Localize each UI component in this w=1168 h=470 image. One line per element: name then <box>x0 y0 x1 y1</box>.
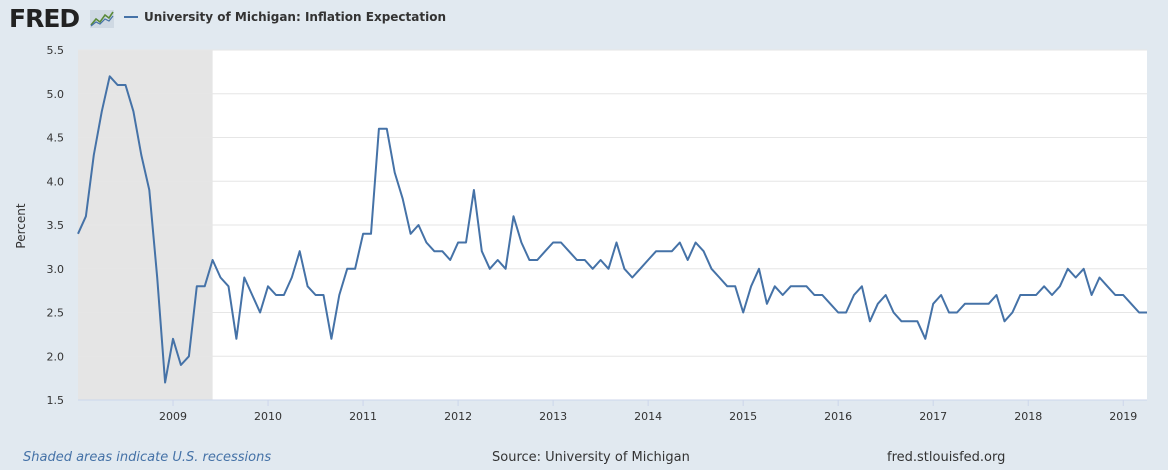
x-tick-label: 2011 <box>349 410 377 423</box>
x-tick-label: 2013 <box>539 410 567 423</box>
series-title: University of Michigan: Inflation Expect… <box>144 10 447 24</box>
fred-chart-icon <box>90 10 114 32</box>
series-line[interactable] <box>77 75 1147 384</box>
y-tick-label: 1.5 <box>47 394 65 407</box>
x-tick-label: 2019 <box>1109 410 1137 423</box>
x-tick-label: 2009 <box>159 410 187 423</box>
x-tick-label: 2016 <box>824 410 852 423</box>
recession-note: Shaded areas indicate U.S. recessions <box>23 450 272 465</box>
source-note: Source: University of Michigan <box>492 450 690 465</box>
legend-line-swatch <box>124 16 138 18</box>
fred-logo[interactable]: FRED <box>9 4 80 33</box>
chart-legend[interactable]: University of Michigan: Inflation Expect… <box>124 10 446 24</box>
chart-footer: Shaded areas indicate U.S. recessions So… <box>0 450 1168 470</box>
x-tick-label: 2014 <box>634 410 662 423</box>
x-tick-label: 2018 <box>1014 410 1042 423</box>
site-url[interactable]: fred.stlouisfed.org <box>887 450 1006 465</box>
y-axis: 1.5 2.0 2.5 3.0 3.5 4.0 4.5 5.0 5.5 <box>47 44 65 407</box>
x-axis: 2009 2010 2011 2012 2013 2014 2015 2016 2017 2018… <box>78 399 1147 423</box>
series-layer <box>77 75 1147 384</box>
y-tick-label: 2.5 <box>47 307 65 320</box>
x-tick-label: 2012 <box>444 410 472 423</box>
y-tick-label: 5.0 <box>47 88 65 101</box>
plot-area <box>77 49 1147 401</box>
y-tick-label: 4.0 <box>47 175 65 188</box>
y-tick-label: 3.0 <box>47 263 65 276</box>
x-tick-label: 2015 <box>729 410 757 423</box>
y-axis-title: Percent <box>14 203 28 248</box>
x-tick-label: 2010 <box>254 410 282 423</box>
chart-header: FRED University of Michigan: Inflation E… <box>0 0 1168 40</box>
x-tick-label: 2017 <box>919 410 947 423</box>
y-tick-label: 4.5 <box>47 132 65 145</box>
y-tick-label: 3.5 <box>47 219 65 232</box>
y-tick-label: 5.5 <box>47 44 65 57</box>
y-tick-label: 2.0 <box>47 350 65 363</box>
